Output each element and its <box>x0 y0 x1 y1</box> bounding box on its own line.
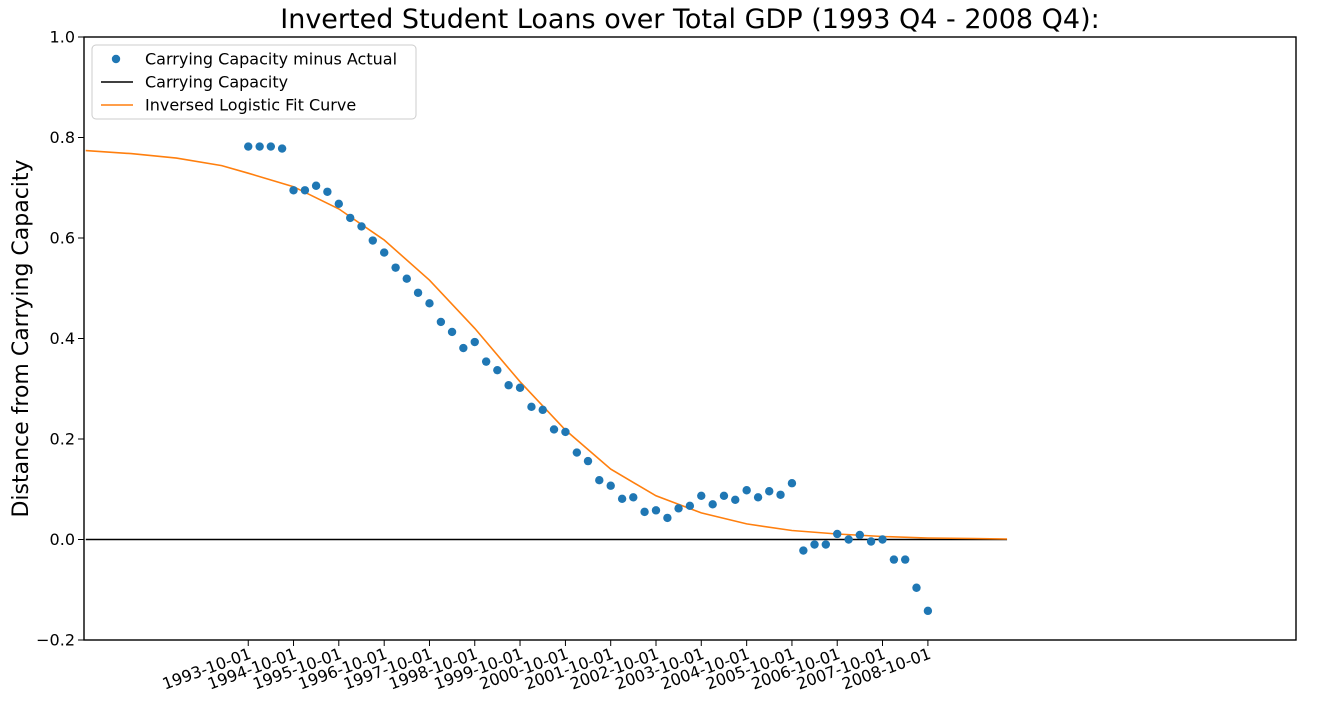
data-point <box>391 263 400 272</box>
data-point <box>787 479 797 488</box>
data-point <box>447 327 457 337</box>
data-point <box>799 546 808 555</box>
data-point <box>663 513 672 523</box>
data-point <box>753 493 763 502</box>
data-point <box>583 456 593 466</box>
y-axis-label: Distance from Carrying Capacity <box>9 159 34 517</box>
data-point <box>923 606 933 616</box>
data-point <box>561 427 570 437</box>
data-point <box>402 274 411 283</box>
data-point <box>606 481 615 490</box>
data-point <box>527 402 536 412</box>
data-point <box>674 504 683 513</box>
legend: Carrying Capacity minus Actual Carrying C… <box>91 44 417 120</box>
data-point <box>538 405 547 415</box>
y-tick-label: 0.6 <box>50 229 75 248</box>
x-axis: 1993-10-011994-10-011995-10-011996-10-01… <box>160 640 933 694</box>
data-point <box>629 493 638 502</box>
data-point <box>549 425 559 434</box>
data-point <box>368 236 377 245</box>
legend-label: Inversed Logistic Fit Curve <box>145 96 356 115</box>
legend-marker <box>111 54 121 64</box>
y-tick-label: 0.2 <box>50 430 75 449</box>
data-point <box>810 540 819 549</box>
data-point <box>334 199 343 209</box>
data-point <box>765 487 774 496</box>
y-tick-label: 1.0 <box>50 28 75 47</box>
logistic-fit-curve <box>85 149 1008 540</box>
data-point <box>300 186 310 195</box>
data-point <box>866 537 876 546</box>
legend-label: Carrying Capacity minus Actual <box>145 50 397 69</box>
data-point <box>379 248 389 257</box>
data-point <box>289 186 298 195</box>
data-point <box>697 491 706 500</box>
data-point <box>731 495 740 505</box>
data-point <box>504 381 513 390</box>
y-tick-label: −0.2 <box>36 631 75 650</box>
data-point <box>900 555 910 564</box>
data-point <box>277 144 287 153</box>
y-tick-label: 0.8 <box>50 128 75 147</box>
data-point <box>266 142 276 151</box>
legend-box <box>91 44 417 120</box>
data-point <box>357 222 366 231</box>
data-point <box>436 317 446 327</box>
data-point <box>878 535 887 544</box>
data-point <box>912 583 921 592</box>
legend-label: Carrying Capacity <box>145 73 288 92</box>
data-point <box>776 490 785 499</box>
data-point <box>425 299 434 308</box>
data-point <box>572 448 582 457</box>
data-point <box>685 501 695 511</box>
data-point <box>640 507 649 517</box>
data-point <box>493 365 502 375</box>
data-point <box>481 357 491 366</box>
data-point <box>719 491 729 500</box>
data-point <box>323 187 332 196</box>
data-point <box>346 213 355 223</box>
data-point <box>889 555 899 564</box>
data-point <box>459 343 468 353</box>
data-point <box>470 337 479 347</box>
data-point <box>833 529 842 539</box>
data-point <box>617 494 627 503</box>
chart-title: Inverted Student Loans over Total GDP (1… <box>280 4 1100 35</box>
y-tick-label: 0.0 <box>50 530 75 549</box>
data-point <box>708 500 717 509</box>
data-point <box>515 383 525 392</box>
data-point <box>413 288 423 297</box>
plot-frame <box>83 36 1297 641</box>
data-point <box>742 486 751 495</box>
data-point <box>844 535 853 544</box>
data-point <box>311 181 321 190</box>
data-point <box>244 142 253 151</box>
data-point <box>821 540 831 549</box>
y-axis: −0.2 0.0 0.2 0.4 0.6 0.8 1.0 <box>36 28 84 650</box>
data-point <box>855 530 864 540</box>
data-point <box>651 506 661 515</box>
y-tick-label: 0.4 <box>50 329 75 348</box>
data-point <box>255 142 264 151</box>
data-point <box>595 476 604 485</box>
plot-area <box>83 36 1297 641</box>
